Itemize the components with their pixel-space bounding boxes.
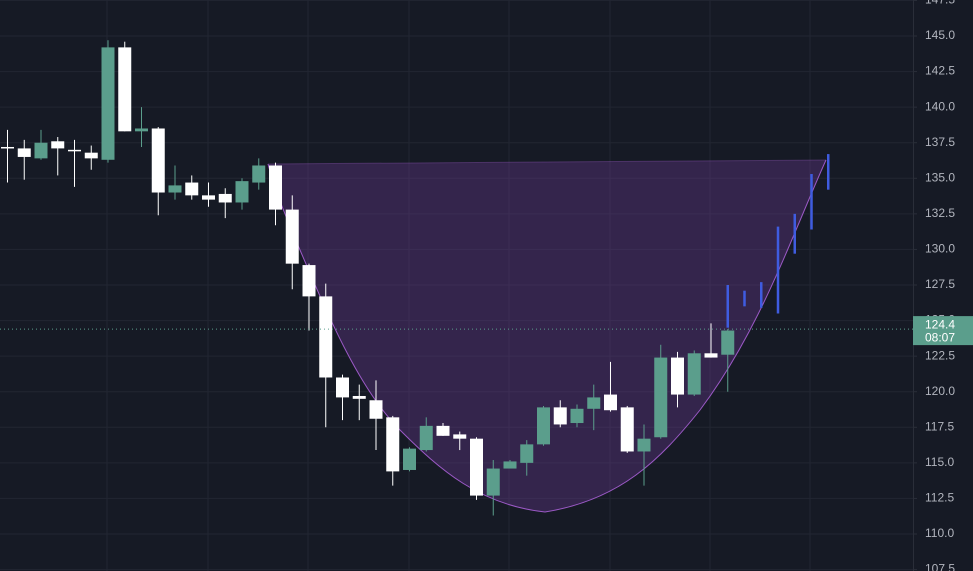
candle-body (319, 296, 333, 378)
candle-body (470, 438, 483, 496)
y-tick-label: 145.0 (925, 28, 955, 42)
y-tick-label: 112.5 (925, 491, 954, 505)
candle-body (269, 165, 282, 210)
candle-body (654, 357, 668, 438)
countdown-label: 08:07 (925, 330, 955, 344)
candle-body (352, 395, 366, 399)
candle-body (721, 330, 735, 355)
candle-body (151, 128, 165, 193)
candle-body (687, 353, 701, 395)
candle-body (537, 407, 550, 445)
y-tick-label: 110.0 (925, 526, 954, 540)
candle-body (1, 146, 14, 149)
candle-body (570, 408, 584, 424)
candle-body (520, 444, 534, 463)
candle-body (369, 400, 383, 419)
candle-body (503, 461, 517, 469)
candle-body (637, 438, 651, 452)
candle-body (17, 148, 31, 157)
candle-body (302, 265, 316, 297)
candle-body (419, 425, 433, 451)
candle-body (252, 165, 266, 183)
last-price-label: 124.4 (925, 317, 955, 331)
y-tick-label: 120.0 (925, 384, 955, 398)
y-tick-label: 122.5 (925, 348, 955, 362)
candle-body (235, 181, 249, 203)
candle-body (118, 47, 132, 132)
candle-body (336, 377, 349, 398)
y-tick-label: 142.5 (925, 64, 955, 78)
cup-pattern-curve (267, 159, 827, 513)
candle-body (671, 357, 684, 395)
y-tick-label: 137.5 (925, 135, 955, 149)
candle-body (553, 407, 567, 425)
y-tick-label: 135.0 (925, 170, 955, 184)
candle-body (202, 195, 215, 200)
y-tick-label: 132.5 (925, 206, 955, 220)
last-price-box (913, 316, 973, 346)
candle-body (101, 47, 115, 160)
y-tick-label: 117.5 (925, 419, 954, 433)
candle-body (218, 193, 232, 203)
y-tick-label: 130.0 (925, 242, 955, 256)
candle-body (403, 448, 416, 470)
y-tick-label: 140.0 (925, 99, 955, 113)
candle-body (604, 394, 617, 411)
candle-body (68, 149, 81, 152)
candle-body (486, 468, 500, 496)
candle-body (285, 209, 299, 264)
cup-pattern-rim (267, 159, 827, 165)
y-tick-label: 107.5 (925, 562, 955, 571)
candle-body (51, 141, 65, 149)
candle-body (34, 142, 48, 159)
candle-body (620, 407, 634, 452)
cup-pattern-fill (268, 160, 826, 512)
candle-body (587, 397, 601, 409)
candle-body (453, 434, 467, 439)
candle-body (135, 128, 148, 132)
candle-body (386, 417, 400, 472)
y-tick-label: 115.0 (925, 455, 954, 469)
vertical-grid (0, 0, 913, 571)
y-tick-label: 147.5 (925, 0, 955, 7)
candle-body (436, 425, 450, 436)
candle-body (185, 182, 199, 196)
candle-body (704, 353, 718, 358)
candle-body (168, 185, 182, 193)
candle-body (84, 152, 98, 159)
y-tick-label: 127.5 (925, 277, 955, 291)
